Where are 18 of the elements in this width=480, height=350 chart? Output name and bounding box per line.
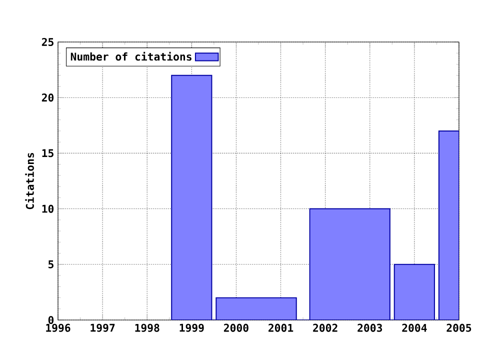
y-tick-label: 0 bbox=[48, 316, 54, 324]
x-tick-label: 2001 bbox=[268, 324, 294, 332]
x-tick-label: 1999 bbox=[180, 324, 204, 332]
x-tick-label: 1998 bbox=[135, 324, 160, 332]
y-tick-label: 25 bbox=[42, 38, 54, 46]
x-tick-label: 2005 bbox=[446, 324, 472, 332]
y-tick-label: 5 bbox=[48, 260, 54, 268]
y-tick-label: 20 bbox=[42, 94, 54, 102]
x-tick-label: 1996 bbox=[46, 324, 70, 332]
y-tick-label: 10 bbox=[42, 204, 54, 213]
y-axis-title: Citations bbox=[25, 152, 34, 210]
legend-label: Number of citations bbox=[70, 52, 192, 61]
x-tick-label: 1997 bbox=[90, 324, 115, 332]
x-tick-label: 2000 bbox=[224, 324, 248, 332]
x-tick-label: 2002 bbox=[313, 324, 338, 332]
x-tick-label: 2003 bbox=[358, 324, 382, 332]
x-tick-label: 2004 bbox=[402, 324, 427, 332]
y-tick-label: 15 bbox=[42, 149, 54, 158]
